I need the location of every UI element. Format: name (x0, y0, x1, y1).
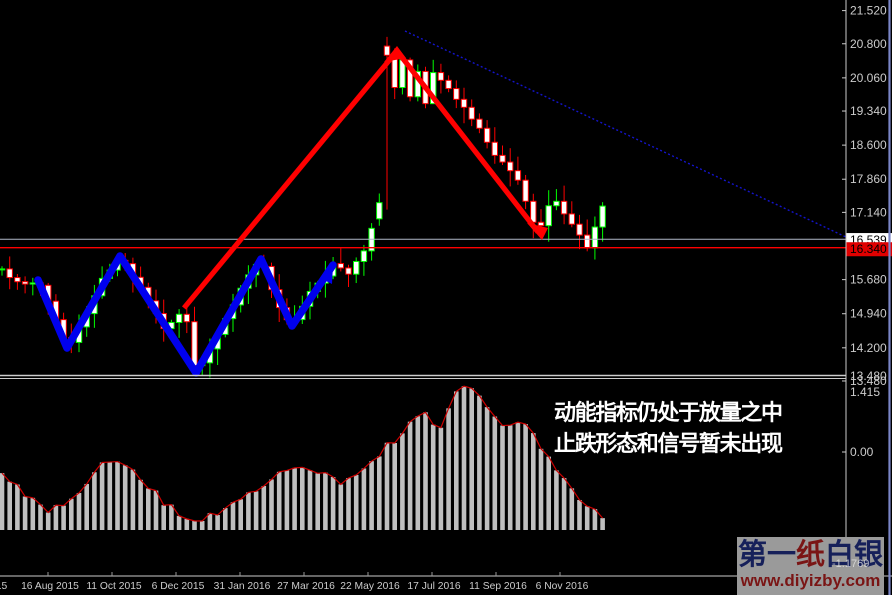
svg-text:13.480: 13.480 (850, 369, 887, 383)
svg-text:6 Nov 2016: 6 Nov 2016 (536, 581, 589, 592)
svg-text:6 Dec 2015: 6 Dec 2015 (152, 581, 205, 592)
svg-text:11 Oct 2015: 11 Oct 2015 (86, 581, 142, 592)
svg-text:31 Jan 2016: 31 Jan 2016 (214, 581, 271, 592)
svg-text:22 May 2016: 22 May 2016 (340, 581, 400, 592)
svg-text:16.340: 16.340 (850, 242, 887, 256)
svg-text:21.520: 21.520 (850, 4, 887, 18)
svg-text:0.00: 0.00 (850, 445, 874, 459)
svg-text:17.860: 17.860 (850, 172, 887, 186)
svg-text:止跌形态和信号暂未出现: 止跌形态和信号暂未出现 (554, 431, 783, 456)
svg-text:20.800: 20.800 (850, 37, 887, 51)
svg-text:14.940: 14.940 (850, 307, 887, 321)
svg-text:17 Jul 2016: 17 Jul 2016 (407, 581, 461, 592)
svg-text:11 Sep 2016: 11 Sep 2016 (469, 581, 527, 592)
svg-text:19.340: 19.340 (850, 104, 887, 118)
svg-text:15.680: 15.680 (850, 273, 887, 287)
svg-text:20.060: 20.060 (850, 71, 887, 85)
svg-text:27 Mar 2016: 27 Mar 2016 (277, 581, 335, 592)
svg-text:14.200: 14.200 (850, 341, 887, 355)
svg-text:16 Aug 2015: 16 Aug 2015 (21, 581, 79, 592)
svg-text:动能指标仍处于放量之中: 动能指标仍处于放量之中 (554, 400, 782, 425)
svg-text:Jun 2015: Jun 2015 (0, 581, 7, 592)
svg-text:1.415: 1.415 (850, 385, 880, 399)
svg-text:17.140: 17.140 (850, 205, 887, 219)
svg-text:18.600: 18.600 (850, 138, 887, 152)
